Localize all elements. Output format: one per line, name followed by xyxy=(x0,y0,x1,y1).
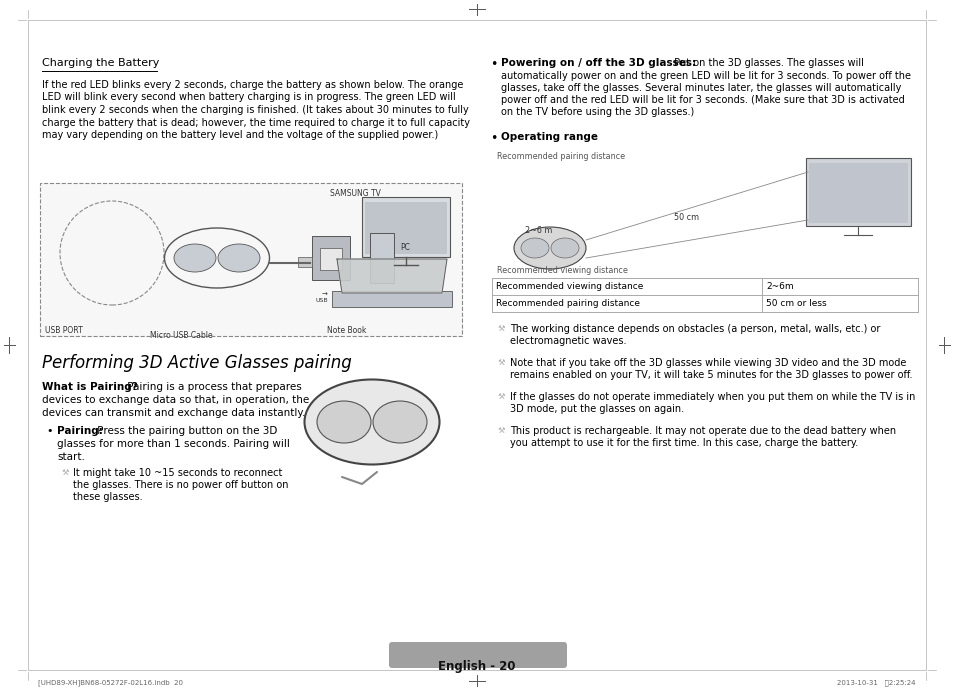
Bar xyxy=(370,233,394,283)
Ellipse shape xyxy=(218,244,260,272)
Bar xyxy=(808,163,907,223)
Text: Performing 3D Active Glasses pairing: Performing 3D Active Glasses pairing xyxy=(42,354,352,372)
Text: Note that if you take off the 3D glasses while viewing 3D video and the 3D mode: Note that if you take off the 3D glasses… xyxy=(510,358,905,368)
Text: Pairing is a process that prepares: Pairing is a process that prepares xyxy=(124,382,301,392)
Text: glasses for more than 1 seconds. Pairing will: glasses for more than 1 seconds. Pairing… xyxy=(57,439,290,449)
Text: you attempt to use it for the first time. In this case, charge the battery.: you attempt to use it for the first time… xyxy=(510,438,858,448)
FancyBboxPatch shape xyxy=(332,291,452,307)
Text: Powering on / off the 3D glasses:: Powering on / off the 3D glasses: xyxy=(500,58,696,68)
Bar xyxy=(365,202,447,254)
Text: This product is rechargeable. It may not operate due to the dead battery when: This product is rechargeable. It may not… xyxy=(510,426,895,436)
Text: start.: start. xyxy=(57,452,85,462)
Text: remains enabled on your TV, it will take 5 minutes for the 3D glasses to power o: remains enabled on your TV, it will take… xyxy=(510,370,911,380)
Text: charge the battery that is dead; however, the time required to charge it to full: charge the battery that is dead; however… xyxy=(42,117,470,128)
Text: automatically power on and the green LED will be lit for 3 seconds. To power off: automatically power on and the green LED… xyxy=(500,71,910,81)
Ellipse shape xyxy=(316,401,371,443)
Bar xyxy=(297,257,312,267)
Text: electromagnetic waves.: electromagnetic waves. xyxy=(510,336,626,346)
Text: Put on the 3D glasses. The glasses will: Put on the 3D glasses. The glasses will xyxy=(670,58,863,68)
Text: blink every 2 seconds when the charging is finished. (It takes about 30 minutes : blink every 2 seconds when the charging … xyxy=(42,105,468,115)
Text: What is Pairing?: What is Pairing? xyxy=(42,382,137,392)
Ellipse shape xyxy=(520,238,548,258)
Text: Recommended pairing distance: Recommended pairing distance xyxy=(496,299,639,308)
Bar xyxy=(319,248,341,270)
Text: Operating range: Operating range xyxy=(500,132,598,142)
Text: If the red LED blinks every 2 seconds, charge the battery as shown below. The or: If the red LED blinks every 2 seconds, c… xyxy=(42,80,463,90)
Ellipse shape xyxy=(304,380,439,464)
Text: 3D mode, put the glasses on again.: 3D mode, put the glasses on again. xyxy=(510,404,683,414)
Text: USB: USB xyxy=(315,298,328,303)
Text: ⚒: ⚒ xyxy=(62,468,70,477)
Text: English - 20: English - 20 xyxy=(437,660,516,673)
Text: 2~6m: 2~6m xyxy=(765,282,793,291)
Text: may vary depending on the battery level and the voltage of the supplied power.): may vary depending on the battery level … xyxy=(42,130,437,140)
Bar xyxy=(40,183,461,336)
Ellipse shape xyxy=(173,244,215,272)
Text: ⚒: ⚒ xyxy=(497,324,505,333)
Text: these glasses.: these glasses. xyxy=(73,492,143,502)
Text: Pairing:: Pairing: xyxy=(57,426,103,436)
Text: ⚒: ⚒ xyxy=(497,426,505,435)
Text: If the glasses do not operate immediately when you put them on while the TV is i: If the glasses do not operate immediatel… xyxy=(510,392,915,402)
Text: Recommended viewing distance: Recommended viewing distance xyxy=(496,282,642,291)
Text: USB PORT: USB PORT xyxy=(45,326,83,335)
Text: It might take 10 ~15 seconds to reconnect: It might take 10 ~15 seconds to reconnec… xyxy=(73,468,282,478)
Text: LED will blink every second when battery charging is in progress. The green LED : LED will blink every second when battery… xyxy=(42,92,456,103)
Text: 2~6 m: 2~6 m xyxy=(524,226,552,235)
Text: glasses, take off the glasses. Several minutes later, the glasses will automatic: glasses, take off the glasses. Several m… xyxy=(500,83,901,93)
Ellipse shape xyxy=(373,401,427,443)
Text: power off and the red LED will be lit for 3 seconds. (Make sure that 3D is activ: power off and the red LED will be lit fo… xyxy=(500,95,903,105)
Text: devices can transmit and exchange data instantly.: devices can transmit and exchange data i… xyxy=(42,408,305,418)
Text: Charging the Battery: Charging the Battery xyxy=(42,58,159,68)
Text: →: → xyxy=(322,292,328,298)
Text: •: • xyxy=(46,426,52,436)
Ellipse shape xyxy=(551,238,578,258)
Bar xyxy=(312,236,350,280)
Text: ⚒: ⚒ xyxy=(497,358,505,367)
Text: on the TV before using the 3D glasses.): on the TV before using the 3D glasses.) xyxy=(500,107,694,117)
Text: •: • xyxy=(490,58,497,71)
Text: PC: PC xyxy=(399,243,410,252)
Text: ⚒: ⚒ xyxy=(497,392,505,401)
Text: Recommended viewing distance: Recommended viewing distance xyxy=(497,266,627,275)
Text: •: • xyxy=(490,132,497,145)
Text: SAMSUNG TV: SAMSUNG TV xyxy=(330,189,380,198)
Text: 50 cm or less: 50 cm or less xyxy=(765,299,825,308)
Text: Recommended pairing distance: Recommended pairing distance xyxy=(497,152,624,161)
Text: Note Book: Note Book xyxy=(327,326,366,335)
Polygon shape xyxy=(336,259,447,293)
Text: the glasses. There is no power off button on: the glasses. There is no power off butto… xyxy=(73,480,288,490)
Text: Micro USB Cable: Micro USB Cable xyxy=(150,331,213,340)
Text: The working distance depends on obstacles (a person, metal, walls, etc.) or: The working distance depends on obstacle… xyxy=(510,324,880,334)
Ellipse shape xyxy=(514,227,585,269)
Text: Press the pairing button on the 3D: Press the pairing button on the 3D xyxy=(94,426,277,436)
Text: 2013-10-31   2:25:24: 2013-10-31 2:25:24 xyxy=(837,679,915,686)
FancyBboxPatch shape xyxy=(389,642,566,668)
Text: [UHD89-XH]BN68-05272F-02L16.indb  20: [UHD89-XH]BN68-05272F-02L16.indb 20 xyxy=(38,679,183,686)
Bar xyxy=(805,158,910,226)
Bar xyxy=(361,197,450,257)
Text: devices to exchange data so that, in operation, the: devices to exchange data so that, in ope… xyxy=(42,395,309,405)
Text: 50 cm: 50 cm xyxy=(673,213,699,222)
